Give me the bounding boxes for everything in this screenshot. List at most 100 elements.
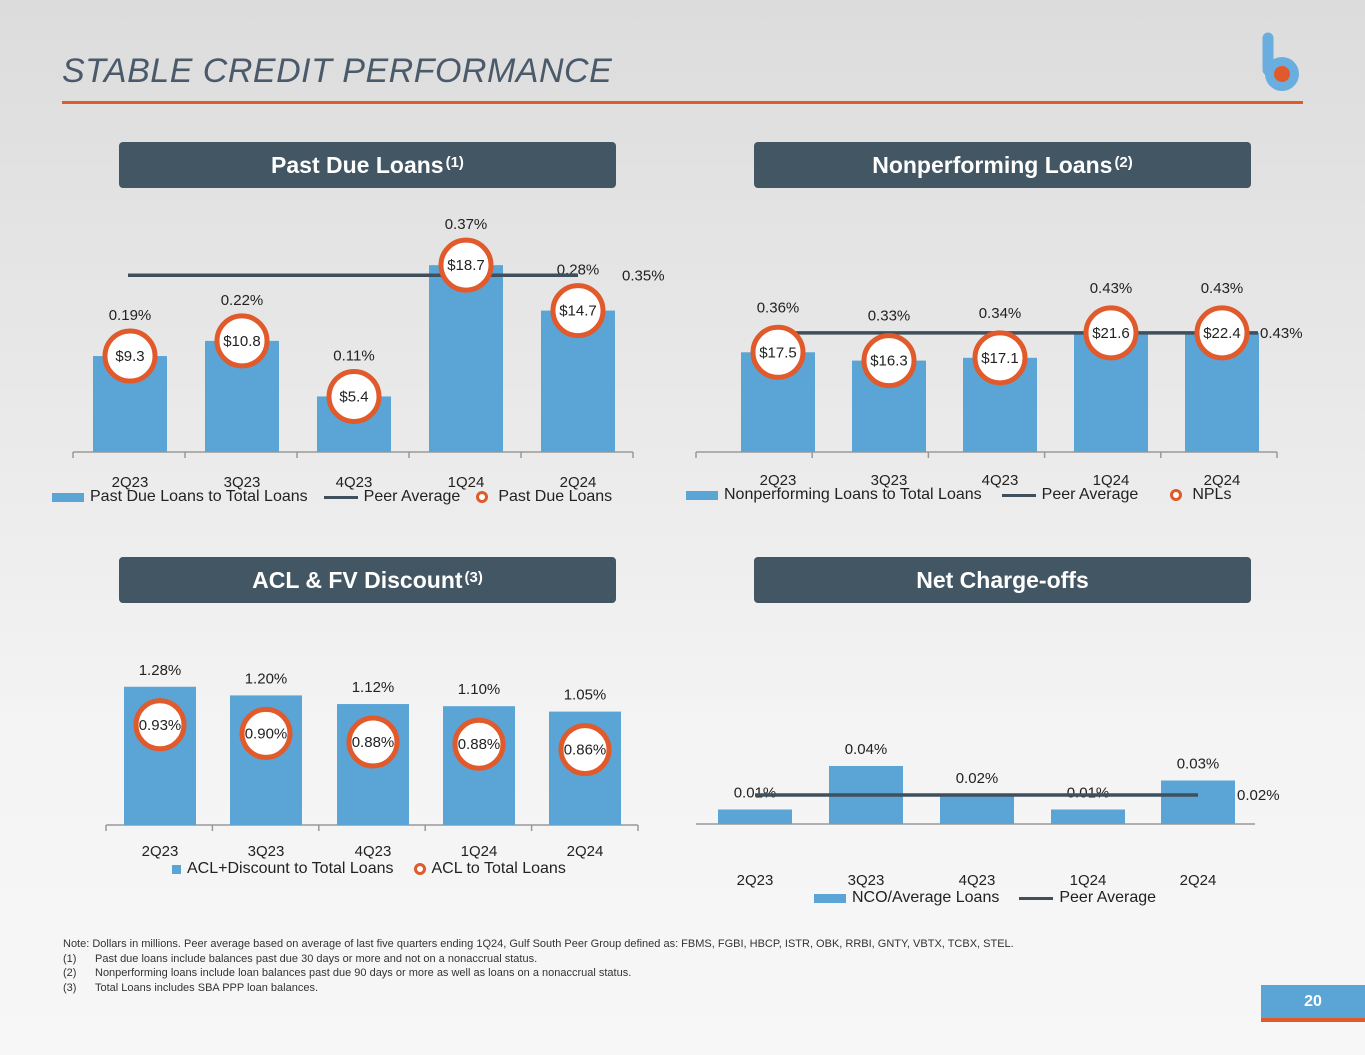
x-tick-label: 2Q23 [760,472,797,489]
marker-circle [861,333,917,389]
marker-circle [239,706,293,760]
data-label: 0.01% [734,785,777,802]
data-label: 1.28% [139,662,182,679]
bar-past_due-1Q24 [429,265,503,452]
legend-bar-swatch [814,893,846,903]
legend-label: Past Due Loans to Total Loans [90,488,308,505]
marker-label: $22.4 [1203,325,1241,342]
marker-label: 0.86% [564,742,607,759]
footnote-num: (1) [63,952,77,965]
x-tick-label: 3Q23 [248,843,285,860]
bar-nco-2Q23 [718,809,792,824]
data-label: 0.36% [757,299,800,316]
x-tick-label: 4Q23 [355,843,392,860]
data-label: 0.34% [979,305,1022,322]
legend-label: Nonperforming Loans to Total Loans [724,486,982,503]
header-label: Nonperforming Loans [872,151,1113,178]
marker-circle [438,237,494,293]
x-tick-label: 1Q24 [461,843,498,860]
footnote-num: (3) [63,981,77,994]
marker-label: $16.3 [870,353,908,370]
marker-label: $21.6 [1092,325,1130,342]
marker-label: 0.90% [245,725,288,742]
marker-circle [214,313,270,369]
legend-circle-swatch [413,863,426,875]
x-tick-label: 3Q23 [224,474,261,491]
legend-line-swatch [1019,896,1054,900]
data-label: 0.01% [1067,785,1110,802]
footnote-text: Nonperforming loans include loan balance… [95,967,632,979]
footnote-num: (2) [63,967,77,979]
data-label: 1.10% [458,681,501,698]
x-tick-label: 4Q23 [336,474,373,491]
legend-line-swatch [323,495,358,499]
data-label: 1.20% [245,670,288,687]
legend-bar-swatch [686,490,718,500]
note-main: Note: Dollars in millions. Peer average … [63,938,1014,950]
header-past-due-loans: Past Due Loans (1) [119,142,616,188]
marker-label: $5.4 [339,388,368,405]
legend-past-due: Past Due Loans to Total Loans Peer Avera… [52,488,612,506]
data-label: 0.02% [956,770,999,787]
marker-circle [452,717,506,771]
legend-label: ACL to Total Loans [431,860,566,877]
data-label: 0.22% [221,292,264,309]
data-label: 0.33% [868,308,911,325]
legend-nco: NCO/Average Loans Peer Average [814,889,1156,907]
marker-label: $17.5 [759,344,797,361]
x-tick-label: 3Q23 [871,472,908,489]
footnote-2: (2) Nonperforming loans include loan bala… [63,966,1014,981]
data-label: 0.11% [333,347,374,364]
marker-label: 0.93% [139,717,182,734]
x-tick-label: 1Q24 [1093,472,1130,489]
header-acl: ACL & FV Discount (3) [119,557,616,603]
marker-label: $18.7 [447,257,485,274]
page-title: STABLE CREDIT PERFORMANCE [62,52,613,90]
marker-label: 0.88% [458,736,501,753]
x-tick-label: 2Q24 [1180,872,1217,889]
x-tick-label: 4Q23 [959,872,996,889]
footnote-3: (3) Total Loans includes SBA PPP loan bal… [63,981,1014,996]
marker-circle [133,698,187,752]
marker-circle [102,328,158,384]
header-label: Net Charge-offs [916,566,1089,593]
data-label: 0.43% [1201,280,1244,297]
marker-label: $10.8 [223,333,261,350]
marker-label: $9.3 [115,348,144,365]
title-rule [62,101,1303,104]
footnotes: Note: Dollars in millions. Peer average … [63,937,1014,995]
x-tick-label: 4Q23 [982,472,1019,489]
legend-circle-swatch [1170,489,1183,501]
header-label: Past Due Loans [271,151,444,178]
data-label: 0.19% [109,307,152,324]
x-tick-label: 2Q24 [560,474,597,491]
marker-circle [750,324,806,380]
header-footnote: (3) [464,568,483,586]
header-footnote: (1) [445,153,464,171]
data-label: 0.43% [1090,280,1133,297]
marker-label: $14.7 [559,303,597,320]
legend-label: NPLs [1192,486,1232,503]
peer-average-label: 0.35% [622,267,665,284]
legend-label: Peer Average [1059,889,1157,906]
bar-nco-1Q24 [1051,809,1125,824]
marker-circle [1083,305,1139,361]
page-number: 20 [1261,985,1365,1022]
company-logo [1262,32,1299,91]
marker-circle [1194,305,1250,361]
header-label: ACL & FV Discount [252,566,463,593]
marker-circle [558,723,612,777]
legend-label: Peer Average [1041,486,1139,503]
data-label: 0.04% [845,741,888,758]
marker-label: $17.1 [981,350,1019,367]
legend-label: Past Due Loans [498,488,613,505]
footnote-1: (1) Past due loans include balances past … [63,952,1014,967]
legend-acl: ACL+Discount to Total Loans ACL to Total… [172,860,566,878]
legend-line-swatch [1001,493,1036,497]
header-footnote: (2) [1114,153,1133,171]
x-tick-label: 2Q23 [737,872,774,889]
footnote-text: Total Loans includes SBA PPP loan balanc… [95,981,319,994]
legend-bar-swatch [52,492,84,502]
x-tick-label: 1Q24 [448,474,485,491]
